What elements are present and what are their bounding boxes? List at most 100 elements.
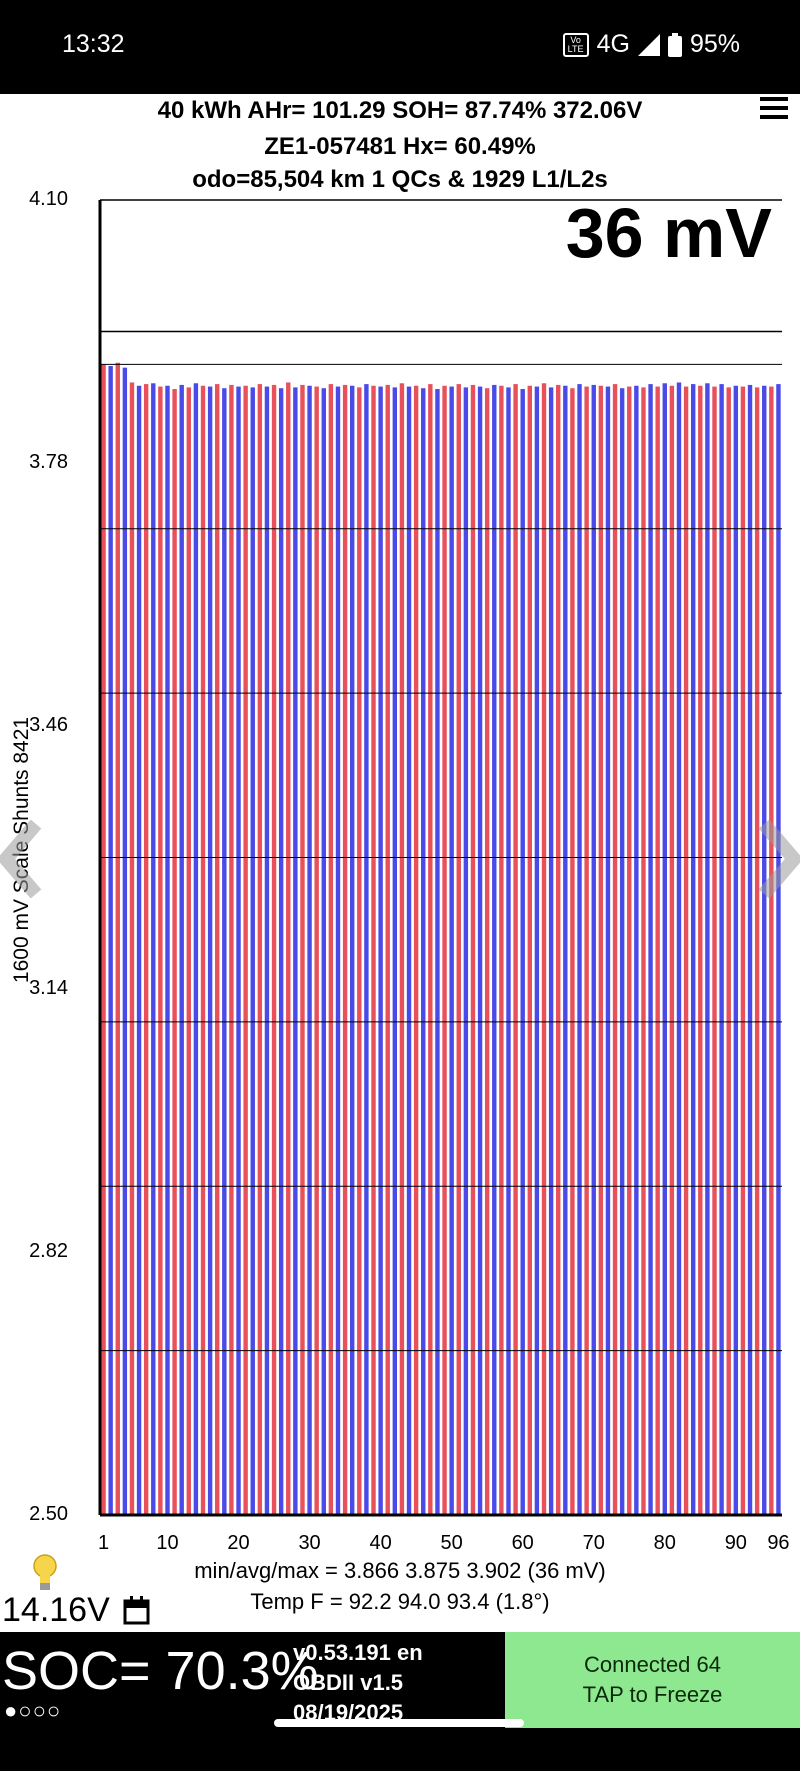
signal-icon (637, 33, 660, 56)
x-tick-label: 96 (767, 1532, 790, 1554)
cell-bar-9 (158, 386, 163, 1515)
cell-bar-60 (520, 389, 525, 1515)
cell-bar-36 (350, 385, 355, 1515)
voltage-stats: min/avg/max = 3.866 3.875 3.902 (36 mV) (194, 1558, 606, 1583)
y-tick-label: 3.46 (29, 714, 68, 736)
x-tick-label: 50 (440, 1532, 463, 1554)
cell-bar-88 (719, 384, 724, 1516)
y-tick-label: 2.82 (29, 1240, 68, 1262)
cell-bar-85 (698, 385, 703, 1515)
cell-bar-8 (151, 383, 156, 1515)
cell-bar-80 (662, 383, 667, 1515)
battery-icon (667, 32, 682, 57)
y-tick-label: 2.50 (29, 1503, 68, 1525)
connection-freeze-button[interactable]: Connected 64 TAP to Freeze (505, 1632, 800, 1728)
state-of-charge: SOC= 70.3% (2, 1641, 319, 1701)
cell-voltage-chart[interactable] (0, 0, 800, 1560)
cell-bar-2 (108, 366, 113, 1515)
cell-bar-74 (619, 388, 625, 1516)
cell-bar-44 (406, 386, 412, 1515)
cell-bar-32 (321, 388, 326, 1516)
cell-bar-86 (705, 383, 710, 1515)
cell-bar-49 (442, 385, 447, 1515)
cell-bar-48 (435, 389, 440, 1515)
cell-bar-81 (669, 385, 675, 1515)
cell-bar-6 (136, 385, 142, 1515)
cell-bar-92 (747, 384, 753, 1515)
previous-page-arrow-icon[interactable] (0, 814, 48, 904)
cell-bar-25 (271, 384, 277, 1515)
cell-bar-1 (101, 364, 106, 1515)
cell-bar-57 (499, 385, 504, 1515)
pack-summary: 40 kWh AHr= 101.29 SOH= 87.74% 372.06V (157, 97, 643, 124)
cell-bar-19 (229, 384, 234, 1515)
cell-bar-24 (264, 386, 270, 1515)
cell-bar-5 (129, 382, 135, 1516)
x-tick-label: 40 (369, 1532, 392, 1554)
cell-bar-54 (477, 386, 483, 1515)
cell-spread-readout: 36 mV (565, 194, 772, 272)
cell-bar-52 (463, 387, 469, 1515)
x-tick-label: 10 (156, 1532, 179, 1554)
cell-bar-30 (307, 385, 312, 1515)
cell-bar-14 (193, 383, 199, 1515)
cell-bar-47 (428, 384, 433, 1516)
cell-bar-51 (456, 384, 461, 1516)
cell-bar-45 (413, 385, 419, 1515)
cell-bar-82 (676, 382, 682, 1516)
cell-bar-29 (300, 384, 305, 1515)
cell-bar-39 (371, 385, 376, 1515)
vin-hx-line: ZE1-057481 Hx= 60.49% (264, 133, 536, 160)
hamburger-menu-icon[interactable] (760, 97, 788, 124)
odometer-line: odo=85,504 km 1 QCs & 1929 L1/L2s (192, 166, 608, 193)
cell-bar-59 (513, 384, 518, 1516)
cell-bar-23 (257, 384, 263, 1516)
cell-bar-7 (143, 384, 149, 1516)
cell-bar-4 (122, 367, 128, 1515)
cell-bar-33 (328, 384, 334, 1516)
cell-bar-15 (200, 385, 206, 1515)
clock: 13:32 (62, 30, 125, 58)
cell-bar-3 (115, 362, 120, 1516)
cell-bar-73 (612, 384, 618, 1516)
temperature-stats: Temp F = 92.2 94.0 93.4 (1.8°) (250, 1589, 550, 1614)
cell-bar-18 (222, 388, 227, 1516)
cell-bar-67 (570, 388, 575, 1516)
network-type: 4G (596, 30, 630, 58)
cell-bar-58 (506, 387, 511, 1515)
cell-bar-11 (172, 389, 177, 1515)
cell-bar-91 (740, 386, 746, 1515)
cell-bar-20 (236, 386, 241, 1515)
cell-bar-55 (484, 388, 490, 1516)
y-tick-label: 3.14 (29, 977, 68, 999)
cell-bar-28 (293, 387, 298, 1515)
x-tick-label: 90 (724, 1532, 747, 1554)
cell-bar-38 (364, 384, 369, 1516)
battery-percent: 95% (689, 30, 740, 58)
cell-bar-76 (634, 385, 639, 1515)
cell-bar-34 (335, 386, 341, 1515)
cell-bar-17 (215, 384, 220, 1516)
next-page-arrow-icon[interactable] (752, 814, 800, 904)
cell-bar-63 (541, 383, 547, 1515)
calendar-icon[interactable] (123, 1596, 150, 1625)
cell-bar-89 (726, 387, 731, 1515)
cell-bar-16 (207, 386, 213, 1515)
cell-bar-56 (492, 384, 497, 1515)
x-tick-label: 20 (227, 1532, 250, 1554)
cell-bar-94 (762, 385, 767, 1515)
cell-bar-68 (577, 384, 582, 1516)
cell-bar-71 (598, 385, 604, 1515)
cell-bar-90 (733, 385, 739, 1515)
cell-bar-65 (556, 384, 561, 1515)
cell-bar-26 (278, 388, 284, 1516)
lightbulb-icon[interactable] (32, 1553, 58, 1593)
aux-battery-voltage: 14.16V (2, 1591, 110, 1629)
home-indicator[interactable] (274, 1719, 524, 1727)
cell-bar-87 (712, 386, 717, 1515)
x-tick-label: 60 (511, 1532, 534, 1554)
cell-bar-13 (186, 387, 191, 1515)
y-tick-label: 4.10 (29, 188, 68, 210)
cell-bar-64 (548, 387, 554, 1515)
bottom-bar: SOC= 70.3% ●○○○ v0.53.191 en OBDII v1.5 … (0, 1632, 800, 1771)
